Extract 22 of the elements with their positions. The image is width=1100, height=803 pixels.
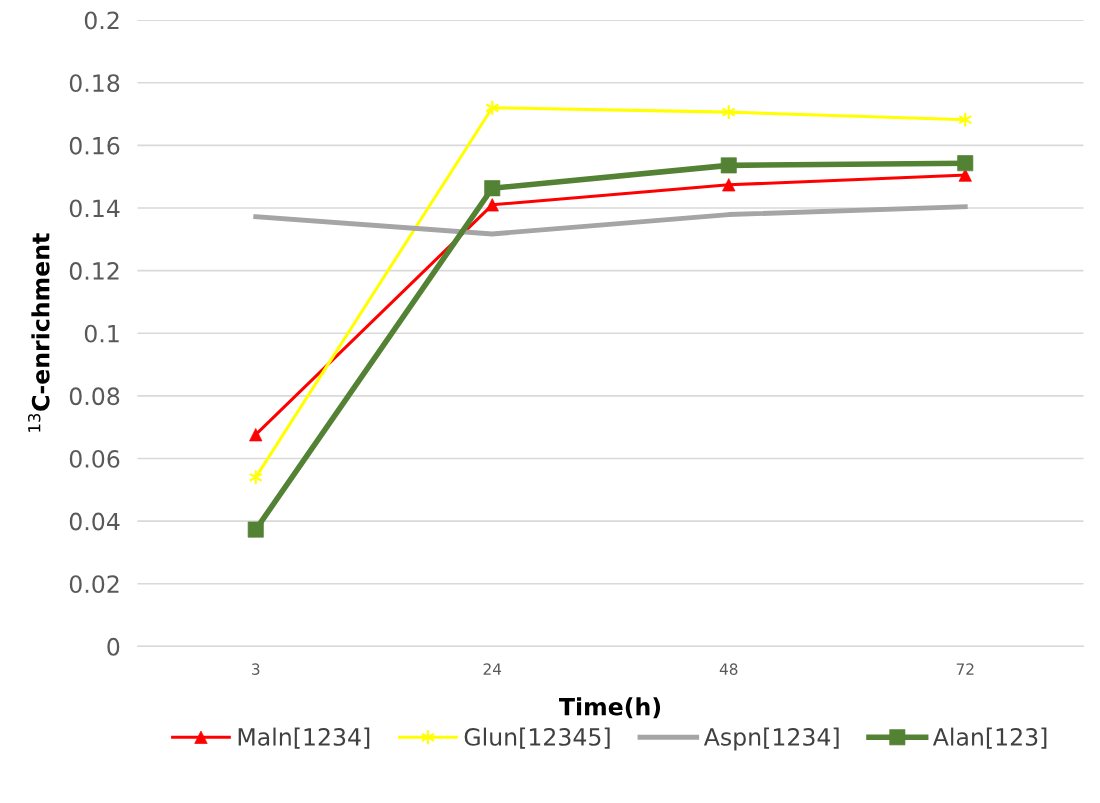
y-axis-title: $^{13}$C-enrichment	[27, 233, 50, 432]
y-tick-label: 0.06	[69, 449, 120, 468]
legend-label: Aspn[1234]	[703, 727, 839, 751]
legend-label: Glun[12345]	[464, 727, 610, 749]
x-tick-label: 3	[252, 663, 260, 675]
y-tick-label: 0.04	[69, 512, 120, 531]
y-tick-label: 0	[107, 637, 120, 656]
y-tick-label: 0.16	[69, 136, 120, 155]
x-tick-label: 48	[719, 663, 738, 675]
x-tick-label: 72	[956, 663, 974, 675]
y-tick-label: 0.14	[69, 199, 120, 218]
line-series	[253, 204, 968, 237]
y-tick-label: 0.08	[69, 387, 120, 406]
legend-label: Alan[123]	[932, 727, 1047, 749]
x-tick-label: 24	[483, 663, 502, 675]
legend-label: Maln[1234]	[238, 727, 370, 749]
y-tick-label: 0.2	[84, 11, 119, 30]
y-tick-label: 0.12	[69, 262, 119, 280]
y-tick-label: 0.18	[69, 74, 120, 93]
y-tick-label: 0.1	[84, 324, 119, 343]
x-axis-title: Time(h)	[559, 697, 661, 719]
y-tick-label: 0.02	[69, 575, 119, 594]
